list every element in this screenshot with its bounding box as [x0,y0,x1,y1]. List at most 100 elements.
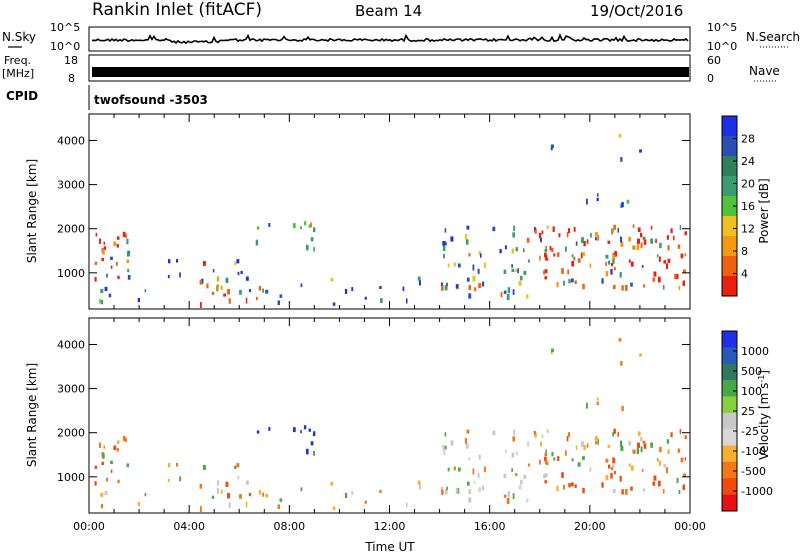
range-gate-cell [596,401,599,406]
range-gate-cell [206,283,209,289]
range-gate-cell [168,463,171,468]
range-gate-cell [626,199,630,204]
range-gate-cell [99,299,101,304]
range-gate-cell [673,235,675,241]
range-gate-cell [650,225,653,230]
range-gate-cell [125,437,127,443]
range-gate-cell [506,294,510,300]
range-gate-cell [220,489,223,494]
range-gate-cell [558,233,561,238]
range-gate-cell [684,435,687,440]
range-gate-cell [478,487,482,492]
range-gate-cell [116,440,120,444]
range-gate-cell [473,480,476,485]
range-gate-cell [568,279,571,284]
range-gate-cell [617,227,619,233]
colorbar-tick-label: 24 [741,155,755,168]
range-gate-cell [467,277,470,282]
range-gate-cell [108,293,112,298]
range-gate-cell [248,289,252,293]
colorbar-tick-label: -100 [741,445,766,458]
range-gate-cell [255,296,258,301]
range-gate-cell [482,485,485,491]
range-gate-cell [657,480,661,487]
range-gate-cell [553,457,556,461]
range-gate-cell [568,432,571,438]
range-gate-cell [100,503,104,509]
range-gate-cell [440,282,444,287]
range-gate-cell [444,489,448,495]
range-gate-cell [625,489,628,495]
range-gate-cell [268,223,271,227]
colorbar-tick-label: 16 [741,200,755,213]
range-gate-cell [446,282,448,287]
range-gate-cell [239,494,242,499]
range-gate-cell [544,456,547,462]
range-gate-cell [630,261,634,267]
range-gate-cell [684,457,687,461]
range-gate-cell [216,480,220,486]
range-gate-cell [607,444,611,448]
range-gate-cell [477,268,480,274]
range-gate-cell [522,248,525,253]
range-gate-cell [640,232,643,238]
range-gate-cell [628,236,632,242]
range-gate-cell [344,288,348,294]
range-gate-cell [447,467,450,472]
colorbar-tick-label: -25 [741,425,759,438]
range-gate-cell [126,259,129,264]
range-gate-cell [620,157,623,162]
freq-trace [92,67,689,77]
range-gate-cell [596,193,599,197]
colorbar-swatch [722,276,737,297]
range-gate-cell [538,232,542,239]
range-gate-cell [659,446,662,453]
range-gate-cell [618,338,622,342]
range-gate-cell [595,237,597,241]
velocity-colorbar: 1000 500 100 25 -25 -100 -500 -1000 [721,330,773,512]
range-gate-cell [245,480,249,485]
range-gate-cell [515,269,518,273]
range-gate-cell [503,494,507,498]
range-gate-cell [227,289,230,295]
range-gate-cell [580,252,583,259]
range-gate-cell [553,253,556,257]
range-gate-cell [402,286,405,291]
nave-label: Nave [749,64,780,78]
range-gate-cell [663,464,667,468]
range-gate-cell [478,250,481,256]
range-gate-cell [237,271,240,276]
range-gate-cell [511,248,515,254]
range-gate-cell [619,440,623,447]
range-gate-cell [641,468,644,472]
nsky-panel: N.Sky 10^5 10^0 10^5 10^0 N.Search [2,21,800,53]
range-gate-cell [480,253,482,258]
range-gate-cell [639,149,642,153]
range-gate-cell [364,296,367,300]
range-gate-cell [312,228,316,233]
range-gate-cell [468,489,472,494]
range-gate-cell [683,473,686,478]
range-gate-cell [379,286,382,289]
range-gate-cell [618,134,622,138]
range-gate-cell [464,234,467,240]
range-gate-cell [541,434,544,438]
range-gate-cell [619,236,623,243]
colorbar-swatch [722,331,737,348]
range-gate-cell [544,480,548,484]
range-gate-cell [444,241,447,246]
range-gate-cell [620,241,624,247]
range-gate-cell [511,452,515,458]
range-gate-cell [568,228,571,234]
range-gate-cell [351,287,354,292]
range-gate-cell [566,232,569,238]
range-gate-cell [550,146,553,151]
ytick-label: 4000 [57,338,85,351]
range-gate-cell [99,442,101,448]
range-gate-cell [236,463,240,468]
range-gate-cell [262,492,264,497]
range-gate-cell [581,237,584,244]
range-gate-cell [199,280,203,285]
range-gate-cell [684,253,687,257]
range-gate-cell [265,289,269,294]
